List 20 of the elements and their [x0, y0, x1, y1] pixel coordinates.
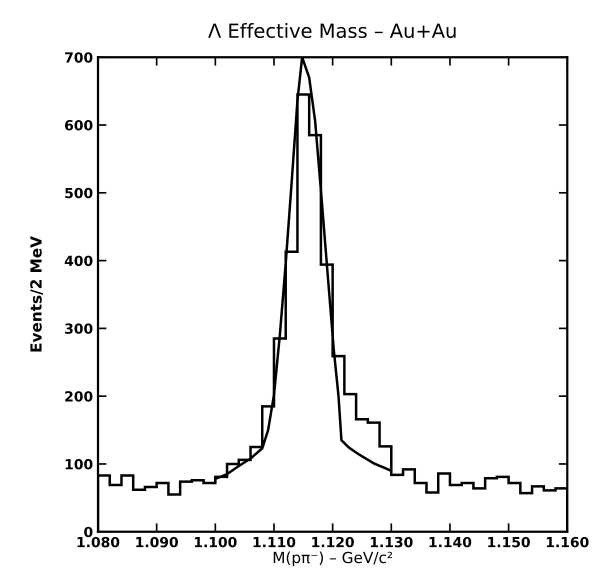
x-axis-title: M(pπ⁻) – GeV/c² [274, 551, 392, 566]
y-tick-label: 600 [65, 120, 92, 130]
x-tick-label: 1.100 [194, 536, 237, 548]
x-tick-label: 1.140 [430, 536, 472, 548]
x-tick-label: 1.090 [136, 536, 178, 548]
chart-title: Λ Effective Mass – Au+Au [208, 23, 456, 38]
x-tick-label: 1.080 [78, 536, 120, 548]
y-tick-label: 700 [65, 52, 92, 63]
x-tick-label: 1.150 [488, 536, 530, 548]
y-tick-label: 500 [65, 188, 92, 198]
x-tick-label: 1.110 [254, 536, 296, 548]
y-tick-label: 200 [65, 391, 92, 402]
y-tick-label: 100 [66, 458, 92, 470]
x-tick-label: 1.120 [312, 536, 354, 548]
y-axis-title: Events/2 MeV [30, 236, 43, 352]
y-tick-label: 400 [64, 256, 92, 266]
x-tick-label: 1.160 [546, 536, 589, 548]
y-tick-label: 300 [65, 323, 92, 334]
x-tick-label: 1.130 [370, 536, 413, 548]
y-tick-label: 0 [84, 526, 92, 538]
